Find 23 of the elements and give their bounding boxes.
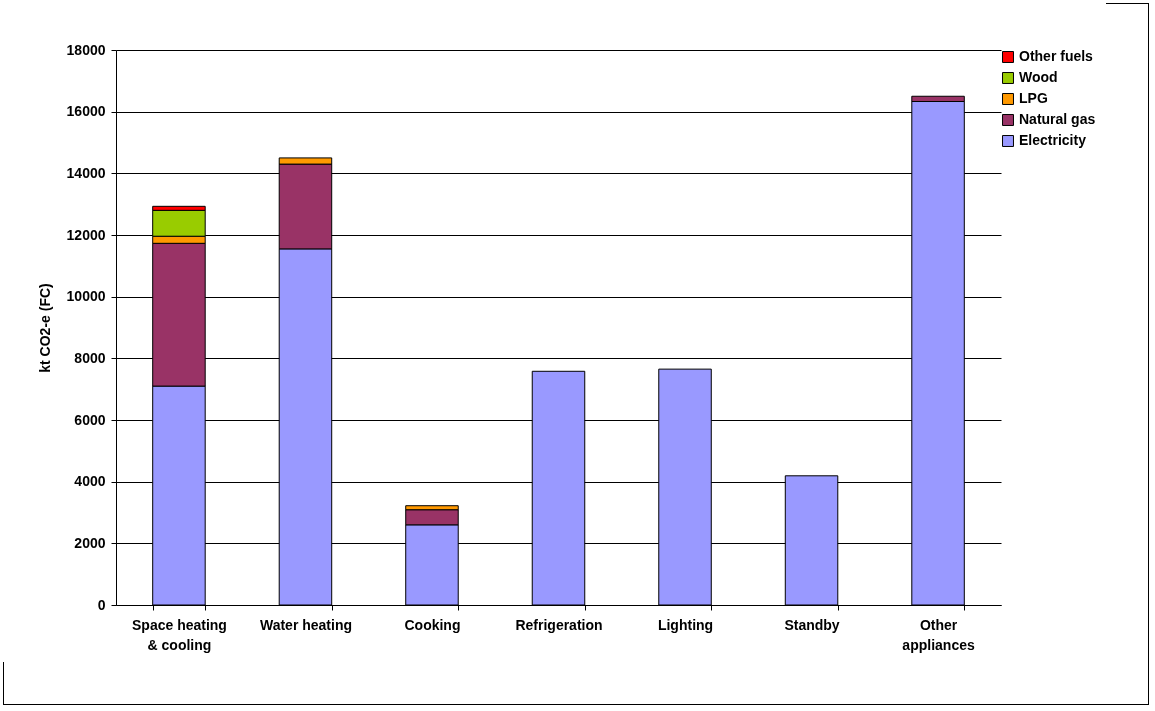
x-tick-label: Standby (784, 616, 840, 633)
y-tick-label: 12000 (66, 226, 106, 243)
y-tick-label: 10000 (66, 288, 106, 305)
y-tick-label: 2000 (74, 534, 106, 551)
y-tick-label: 6000 (74, 411, 106, 428)
legend-label: Other fuels (1019, 48, 1094, 64)
y-tick-label: 8000 (74, 349, 106, 366)
legend-label: Natural gas (1019, 111, 1096, 127)
x-tick-label: Lighting (657, 616, 714, 633)
y-tick-label: 14000 (66, 164, 106, 181)
legend-label: Wood (1019, 69, 1058, 85)
x-tick-label: Other appliances (902, 616, 975, 653)
y-axis-title: kt CO2-e (FC) (36, 283, 53, 373)
x-tick-label: Cooking (404, 616, 461, 633)
y-tick-label: 4000 (74, 473, 106, 490)
x-tick-label: Water heating (259, 616, 352, 633)
legend-label: Electricity (1019, 132, 1087, 148)
y-tick-label: 0 (97, 596, 106, 613)
legend-label: LPG (1019, 90, 1048, 106)
y-tick-label: 18000 (66, 41, 106, 58)
x-tick-label: Space heating & cooling (131, 616, 227, 653)
y-tick-label: 16000 (66, 103, 106, 120)
x-tick-label: Refrigeration (515, 616, 603, 633)
